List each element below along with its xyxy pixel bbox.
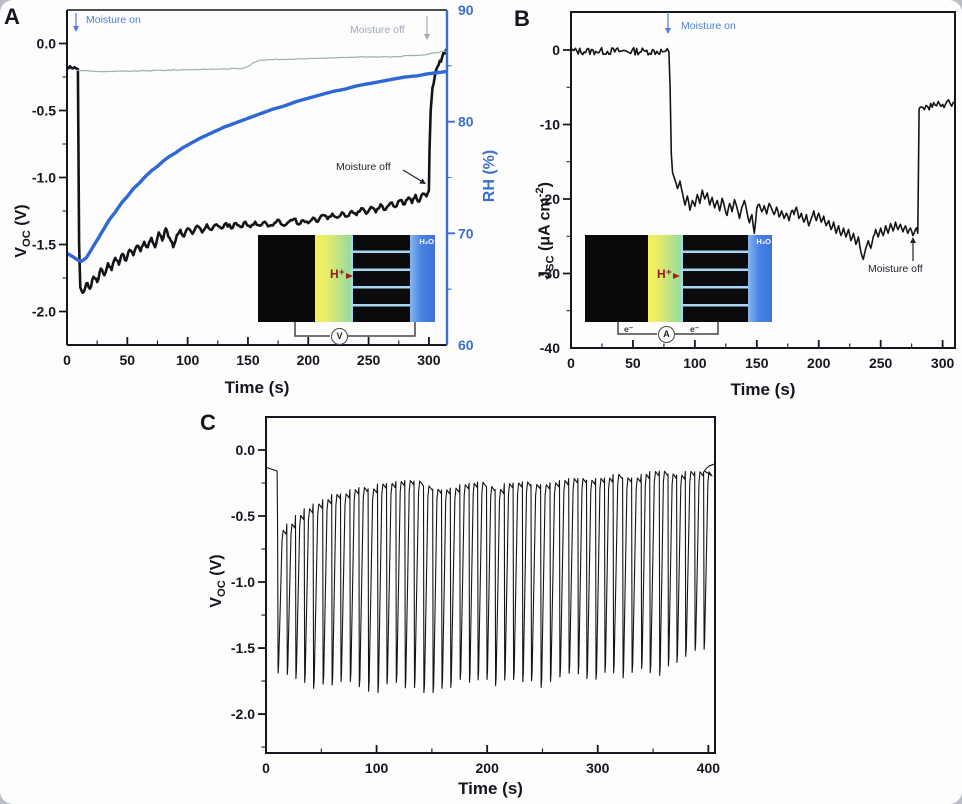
svg-text:300: 300 <box>417 352 441 368</box>
svg-text:-1.0: -1.0 <box>32 170 56 186</box>
panel-a-label: A <box>4 4 20 29</box>
svg-text:-1.5: -1.5 <box>32 237 56 253</box>
svg-text:200: 200 <box>807 355 831 371</box>
electrode-block <box>585 235 648 322</box>
panel-a-xaxis-title: Time (s) <box>224 378 290 397</box>
svg-text:-1.0: -1.0 <box>231 574 255 590</box>
panel-b-yaxis-title: JSC (μA cm-2) <box>534 182 557 280</box>
svg-text:150: 150 <box>745 355 769 371</box>
svg-text:0.0: 0.0 <box>236 442 256 458</box>
svg-text:-2.0: -2.0 <box>32 304 56 320</box>
panel-a-moisture-on-annotation: Moisture on <box>86 14 141 26</box>
panel-a-moisture-off-annotation: Moisture off <box>336 161 391 173</box>
circuit-wire <box>617 322 657 335</box>
panel-a-plot: 0 50 100 150 200 250 300 0.0 -0.5 -1.0 -1.5 -2.0 90 8… <box>32 2 474 368</box>
svg-text:300: 300 <box>586 760 610 776</box>
svg-text:50: 50 <box>625 355 641 371</box>
svg-text:250: 250 <box>357 352 381 368</box>
reference-curve <box>76 50 446 73</box>
panel-b-xaxis-title: Time (s) <box>730 380 796 399</box>
interdigitated-electrodes <box>681 235 750 322</box>
rh-curve <box>68 69 446 263</box>
svg-text:-0.5: -0.5 <box>32 103 56 119</box>
electron-flow-label: e⁻ <box>624 324 634 334</box>
svg-text:250: 250 <box>869 355 893 371</box>
svg-text:100: 100 <box>683 355 707 371</box>
svg-text:70: 70 <box>458 225 474 241</box>
svg-text:300: 300 <box>931 355 955 371</box>
svg-text:-10: -10 <box>540 116 560 132</box>
svg-text:200: 200 <box>297 352 321 368</box>
water-label: H₂O <box>756 237 771 246</box>
panel-b-moisture-on-arrow-icon <box>665 12 671 34</box>
svg-text:0: 0 <box>552 42 560 58</box>
voltmeter-symbol: V <box>331 328 348 345</box>
svg-text:-1.5: -1.5 <box>231 640 255 656</box>
svg-text:0.0: 0.0 <box>37 36 57 52</box>
panel-c-xaxis-title: Time (s) <box>458 779 523 798</box>
electron-flow-label: e⁻ <box>690 324 700 334</box>
circuit-wire <box>348 322 416 337</box>
panel-c-yaxis-title: VOC (V) <box>208 554 229 608</box>
svg-text:100: 100 <box>176 352 200 368</box>
interdigitated-electrodes <box>351 235 412 322</box>
panel-b-moisture-off-arrow-icon <box>910 237 916 261</box>
proton-label: H⁺ <box>657 267 680 281</box>
svg-text:-2.0: -2.0 <box>231 706 255 722</box>
svg-text:150: 150 <box>236 352 260 368</box>
svg-text:0: 0 <box>262 760 270 776</box>
panel-a-moisture-on-arrow-icon <box>73 13 79 32</box>
circuit-wire <box>675 322 719 335</box>
panel-c-plot: 0 100 200 300 400 0.0 -0.5 -1.0 -1.5 -2.0 <box>231 416 721 776</box>
panel-a-moisture-off-arrow-icon <box>402 169 426 184</box>
water-layer: H₂O <box>748 235 772 322</box>
jsc-curve <box>572 46 954 261</box>
svg-text:100: 100 <box>365 760 389 776</box>
water-layer: H₂O <box>410 235 435 322</box>
svg-text:-30: -30 <box>540 265 560 281</box>
svg-text:-20: -20 <box>540 191 560 207</box>
circuit-wire <box>294 322 330 337</box>
svg-text:-0.5: -0.5 <box>231 508 255 524</box>
svg-text:-40: -40 <box>540 340 560 356</box>
panel-b-label: B <box>514 6 530 31</box>
svg-text:0: 0 <box>567 355 575 371</box>
panel-a-yaxis-title: VOC (V) <box>13 204 34 258</box>
voc-curve <box>68 48 446 294</box>
svg-text:50: 50 <box>120 352 136 368</box>
svg-text:200: 200 <box>476 760 500 776</box>
proton-label: H⁺ <box>330 267 353 281</box>
svg-text:90: 90 <box>458 2 474 18</box>
voc-cycles-curve <box>267 463 714 694</box>
panel-b-moisture-on-annotation: Moisture on <box>681 20 736 32</box>
svg-text:0: 0 <box>63 352 71 368</box>
proton-arrow-icon <box>346 273 353 279</box>
device-schematic-b: H₂O H⁺ <box>585 235 772 322</box>
panel-a-moisture-off-top-arrow-icon <box>424 16 430 40</box>
panel-a-moisture-off-top-annotation: Moisture off <box>350 24 405 36</box>
ammeter-symbol: A <box>658 326 675 343</box>
svg-text:400: 400 <box>697 760 721 776</box>
electrode-block <box>258 235 315 322</box>
device-schematic-a: H₂O H⁺ <box>258 235 435 322</box>
svg-text:80: 80 <box>458 114 474 130</box>
panel-b-plot: 0 50 100 150 200 250 300 0 -10 -20 -30 -40 <box>540 11 956 371</box>
proton-arrow-icon <box>673 273 680 279</box>
panel-a-y2axis-title: RH (%) <box>481 149 498 203</box>
panel-b-moisture-off-annotation: Moisture off <box>868 263 923 275</box>
panel-c-label: C <box>200 410 216 435</box>
moisture-gradient-layer <box>315 235 351 322</box>
svg-text:60: 60 <box>458 337 474 353</box>
water-label: H₂O <box>419 237 434 246</box>
